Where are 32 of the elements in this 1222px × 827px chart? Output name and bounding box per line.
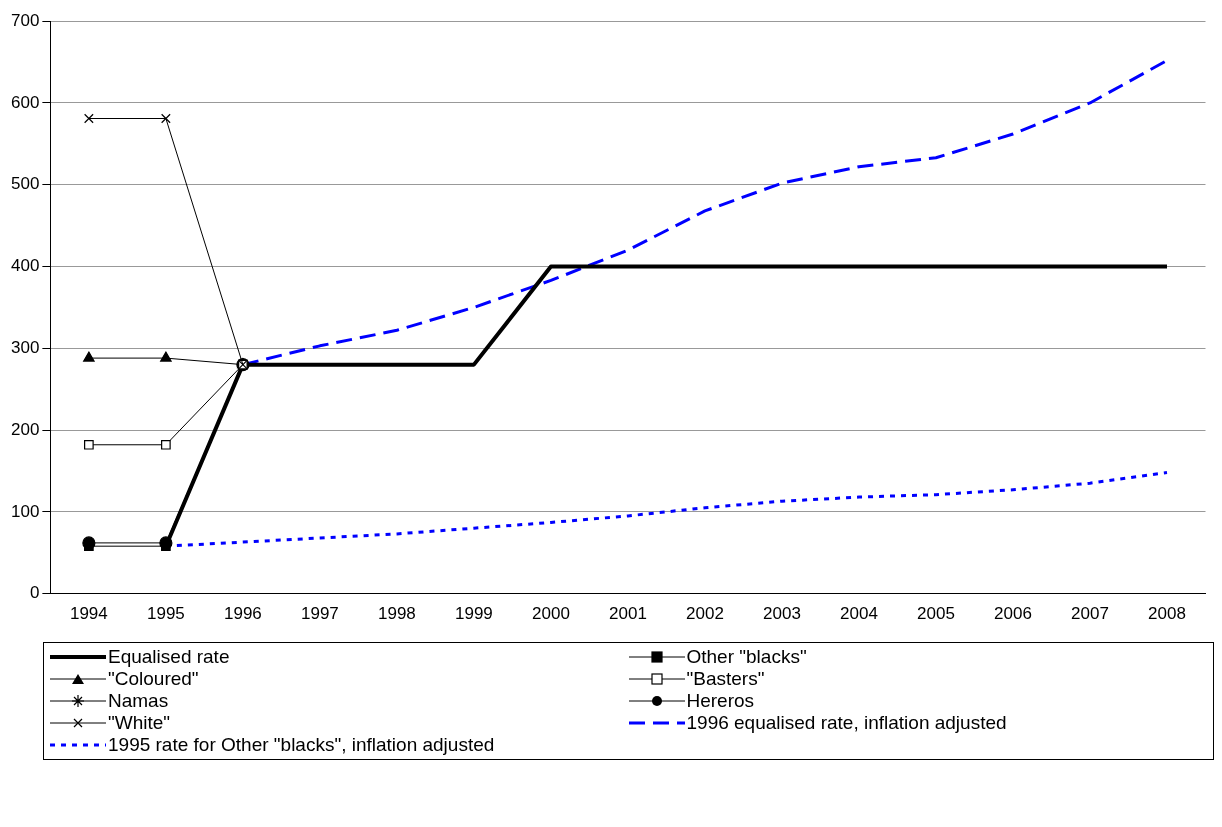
x-tick-label: 2003	[763, 604, 801, 624]
x-tick-label: 1995	[146, 604, 185, 624]
legend-label: Hereros	[686, 690, 755, 712]
y-tick-label: 300	[10, 337, 40, 357]
y-tick-label: 400	[10, 256, 40, 276]
legend-label: "Coloured"	[108, 668, 199, 690]
y-tick-label: 700	[10, 10, 40, 30]
legend-label: 1996 equalised rate, inflation adjusted	[686, 712, 1007, 734]
legend-label: "White"	[108, 712, 171, 734]
x-tick-label: 2005	[917, 604, 955, 624]
y-tick-label: 100	[10, 501, 40, 521]
x-tick-label: 1997	[300, 604, 339, 624]
x-tick-label: 2006	[994, 604, 1032, 624]
x-tick-label: 2001	[609, 604, 647, 624]
y-tick-label: 0	[29, 583, 40, 603]
legend-label: Other "blacks"	[686, 646, 807, 668]
y-tick-label: 500	[10, 174, 40, 194]
y-tick-label: 200	[10, 419, 40, 439]
legend-label: "Basters"	[686, 668, 765, 690]
x-tick-label: 1999	[455, 604, 493, 624]
x-tick-label: 2004	[840, 604, 878, 624]
y-tick-label: 600	[10, 92, 40, 112]
legend-label: Equalised rate	[108, 646, 230, 668]
x-tick-label: 1996	[223, 604, 262, 624]
x-tick-label: 1998	[377, 604, 416, 624]
legend-label: 1995 rate for Other "blacks", inflation adjusted	[108, 734, 495, 756]
x-tick-label: 2007	[1071, 604, 1109, 624]
x-tick-label: 2008	[1148, 604, 1186, 624]
legend-label: Namas	[108, 690, 169, 712]
x-tick-label: 1994	[69, 604, 108, 624]
x-tick-label: 2002	[686, 604, 724, 624]
x-tick-label: 2000	[532, 604, 570, 624]
